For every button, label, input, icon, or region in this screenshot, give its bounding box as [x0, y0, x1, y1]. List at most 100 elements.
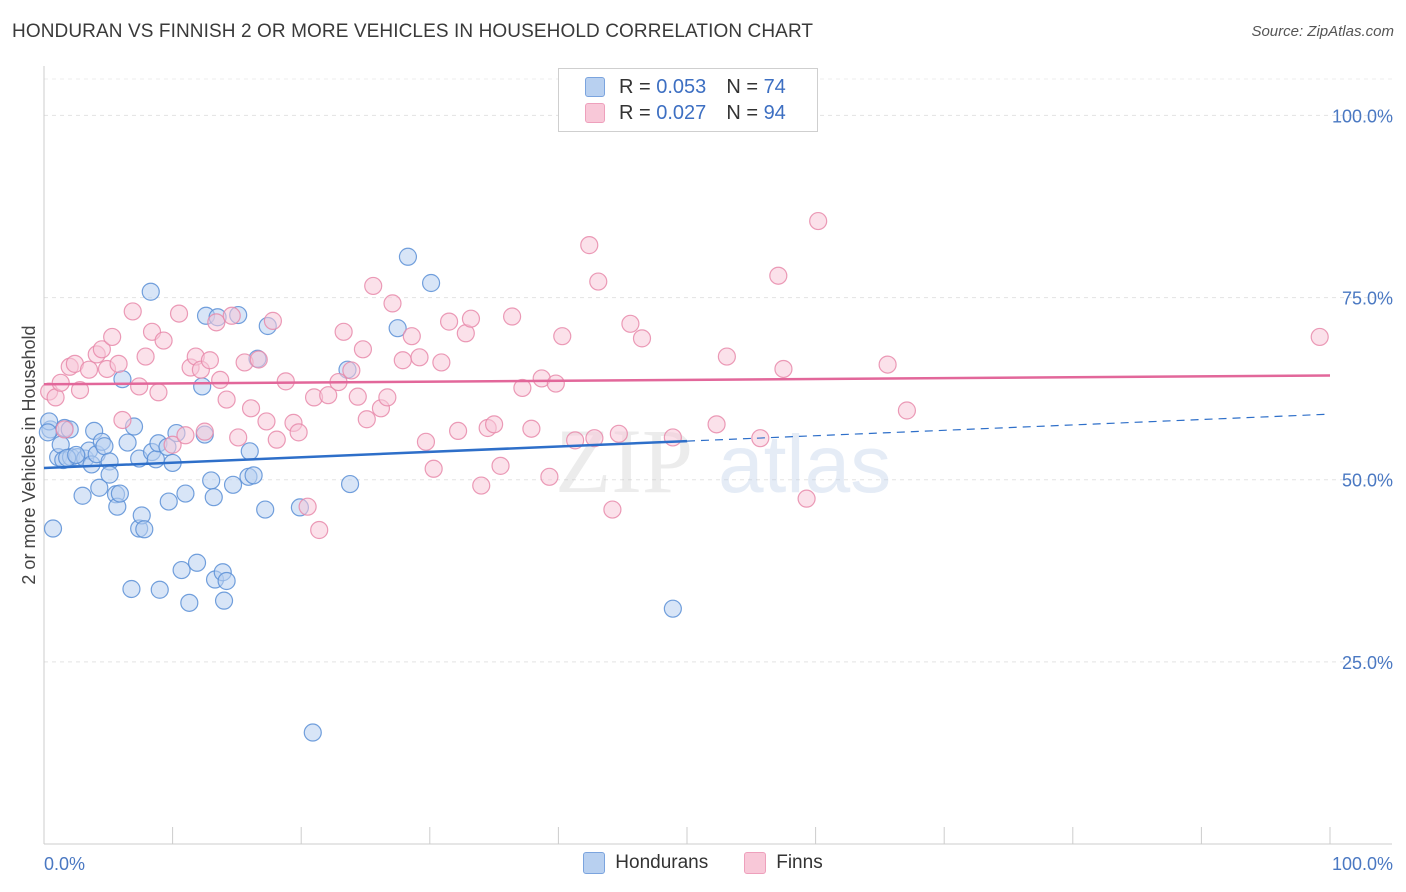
point-finns — [410, 348, 429, 367]
point-hondurans — [663, 599, 682, 618]
point-hondurans — [202, 471, 221, 490]
point-finns — [769, 266, 788, 285]
point-hondurans — [240, 442, 259, 461]
point-hondurans — [303, 723, 322, 742]
point-hondurans — [398, 247, 418, 266]
point-hondurans — [141, 282, 160, 301]
source-credit: Source: ZipAtlas.com — [1251, 23, 1394, 40]
point-finns — [448, 421, 468, 440]
point-finns — [580, 236, 599, 255]
series-label-finns: Finns — [776, 852, 823, 873]
point-finns — [92, 340, 111, 359]
x-tick-label: 0.0% — [44, 854, 85, 874]
point-finns — [55, 420, 74, 439]
point-finns — [797, 489, 816, 508]
point-finns — [70, 381, 90, 400]
point-hondurans — [110, 484, 129, 503]
data-points — [38, 211, 1329, 742]
point-finns — [353, 340, 373, 359]
y-tick-label: 25.0% — [1342, 653, 1393, 673]
point-finns — [1310, 327, 1329, 347]
point-hondurans — [150, 580, 169, 599]
point-finns — [357, 410, 376, 429]
point-finns — [402, 327, 421, 346]
tick-labels: 25.0% 50.0% 75.0% 100.0% 0.0% 100.0% — [44, 106, 1393, 874]
point-hondurans — [135, 520, 154, 539]
point-finns — [383, 294, 402, 313]
point-finns — [897, 401, 917, 420]
point-hondurans — [122, 579, 141, 599]
x-tick-label: 100.0% — [1332, 854, 1393, 874]
point-finns — [342, 361, 361, 380]
legend-r-label: R = — [619, 75, 651, 98]
point-finns — [472, 476, 491, 495]
point-finns — [717, 347, 736, 366]
point-hondurans — [187, 553, 207, 572]
series-legend-finns[interactable]: Finns — [744, 852, 823, 874]
point-finns — [546, 374, 565, 393]
point-finns — [163, 435, 182, 454]
point-finns — [513, 378, 532, 398]
y-tick-label: 100.0% — [1332, 106, 1393, 126]
y-tick-label: 50.0% — [1342, 471, 1393, 491]
legend-n-label: N = — [726, 101, 758, 124]
point-hondurans — [256, 500, 275, 519]
point-finns — [109, 354, 128, 373]
series-legend-hondurans[interactable]: Hondurans — [583, 852, 708, 874]
point-finns — [195, 422, 214, 441]
series-label-hondurans: Hondurans — [615, 852, 709, 873]
point-finns — [503, 307, 522, 326]
point-finns — [432, 353, 451, 372]
point-finns — [439, 312, 459, 331]
point-finns — [207, 313, 226, 332]
point-hondurans — [172, 560, 191, 580]
point-hondurans — [204, 488, 223, 507]
trend-line-finns — [43, 374, 1331, 386]
point-finns — [589, 272, 608, 291]
y-axis-label: 2 or more Vehicles in Household — [19, 325, 39, 584]
legend-swatch-finns — [585, 103, 605, 123]
point-finns — [809, 211, 828, 231]
point-hondurans — [340, 474, 360, 494]
legend-r-value-hondurans: 0.053 — [656, 75, 707, 98]
point-finns — [416, 432, 436, 451]
point-hondurans — [95, 437, 114, 456]
point-hondurans — [421, 273, 441, 293]
point-hondurans — [244, 466, 263, 485]
trend-line-hondurans — [43, 439, 688, 470]
point-hondurans — [388, 319, 407, 338]
point-hondurans — [73, 486, 92, 505]
point-finns — [485, 415, 504, 434]
legend-row-finns: R = 0.027 N = 94 — [585, 100, 786, 126]
point-finns — [310, 520, 329, 540]
point-finns — [378, 388, 397, 407]
point-finns — [774, 359, 793, 379]
y-tick-label: 75.0% — [1342, 289, 1393, 309]
point-finns — [461, 309, 481, 328]
point-finns — [169, 304, 189, 323]
legend-n-value-hondurans: 74 — [763, 75, 786, 98]
series-swatch-hondurans — [583, 852, 606, 874]
legend-n-value-finns: 94 — [763, 101, 786, 124]
point-finns — [136, 347, 155, 366]
point-finns — [632, 329, 652, 348]
point-hondurans — [118, 433, 137, 452]
point-finns — [334, 322, 353, 341]
chart-title: HONDURAN VS FINNISH 2 OR MORE VEHICLES I… — [12, 21, 814, 42]
point-finns — [103, 327, 122, 347]
point-finns — [149, 383, 168, 402]
point-finns — [603, 500, 622, 519]
point-hondurans — [43, 519, 63, 538]
point-finns — [707, 415, 726, 434]
point-finns — [364, 276, 383, 296]
point-finns — [222, 306, 241, 325]
point-finns — [621, 314, 640, 333]
point-hondurans — [217, 571, 236, 591]
point-finns — [585, 429, 604, 448]
trend-line-extension-hondurans — [686, 413, 1331, 442]
point-hondurans — [159, 492, 178, 511]
legend-n-label: N = — [726, 75, 758, 98]
point-finns — [79, 360, 99, 379]
point-finns — [123, 302, 142, 321]
